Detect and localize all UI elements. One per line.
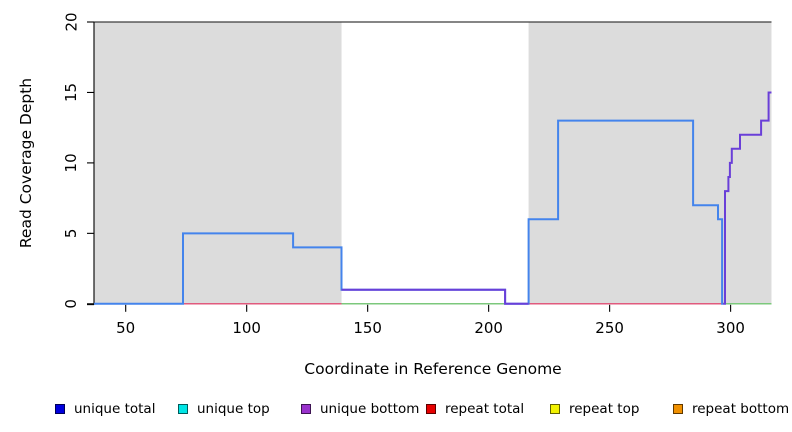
series-line-unique-bottom bbox=[341, 91, 772, 305]
legend-item-repeat-top: repeat top bbox=[550, 399, 639, 419]
legend-label: repeat bottom bbox=[692, 401, 790, 417]
legend-item-unique-total: unique total bbox=[55, 399, 155, 419]
legend-item-unique-bottom: unique bottom bbox=[301, 399, 419, 419]
y-tick-label: 0 bbox=[62, 299, 80, 309]
legend-swatch-icon bbox=[550, 404, 560, 414]
x-tick-label: 50 bbox=[116, 319, 135, 337]
x-tick-label: 200 bbox=[474, 319, 503, 337]
legend-item-repeat-bottom: repeat bottom bbox=[673, 399, 789, 419]
y-axis-title: Read Coverage Depth bbox=[17, 77, 35, 249]
legend-label: repeat top bbox=[569, 401, 640, 417]
y-tick-label: 15 bbox=[62, 83, 80, 102]
x-tick-label: 250 bbox=[595, 319, 624, 337]
legend-label: repeat total bbox=[445, 401, 525, 417]
shaded-region bbox=[528, 22, 772, 305]
y-tick-label: 20 bbox=[62, 12, 80, 31]
legend-swatch-icon bbox=[673, 404, 683, 414]
x-tick-label: 300 bbox=[716, 319, 745, 337]
legend-swatch-icon bbox=[426, 404, 436, 414]
legend-item-unique-top: unique top bbox=[178, 399, 270, 419]
legend-swatch-icon bbox=[55, 404, 65, 414]
series-line-unique-total bbox=[94, 119, 724, 305]
legend-swatch-icon bbox=[178, 404, 188, 414]
legend: unique total unique top unique bottom repea… bbox=[0, 399, 792, 425]
legend-label: unique top bbox=[197, 401, 270, 417]
legend-item-repeat-total: repeat total bbox=[426, 399, 524, 419]
y-tick-label: 10 bbox=[62, 153, 80, 172]
legend-swatch-icon bbox=[301, 404, 311, 414]
x-axis-title: Coordinate in Reference Genome bbox=[304, 360, 562, 378]
legend-label: unique bottom bbox=[320, 401, 420, 417]
x-tick-label: 150 bbox=[353, 319, 382, 337]
y-tick-label: 5 bbox=[62, 229, 80, 239]
x-tick-label: 100 bbox=[232, 319, 261, 337]
legend-label: unique total bbox=[74, 401, 156, 417]
shaded-region bbox=[94, 22, 342, 305]
